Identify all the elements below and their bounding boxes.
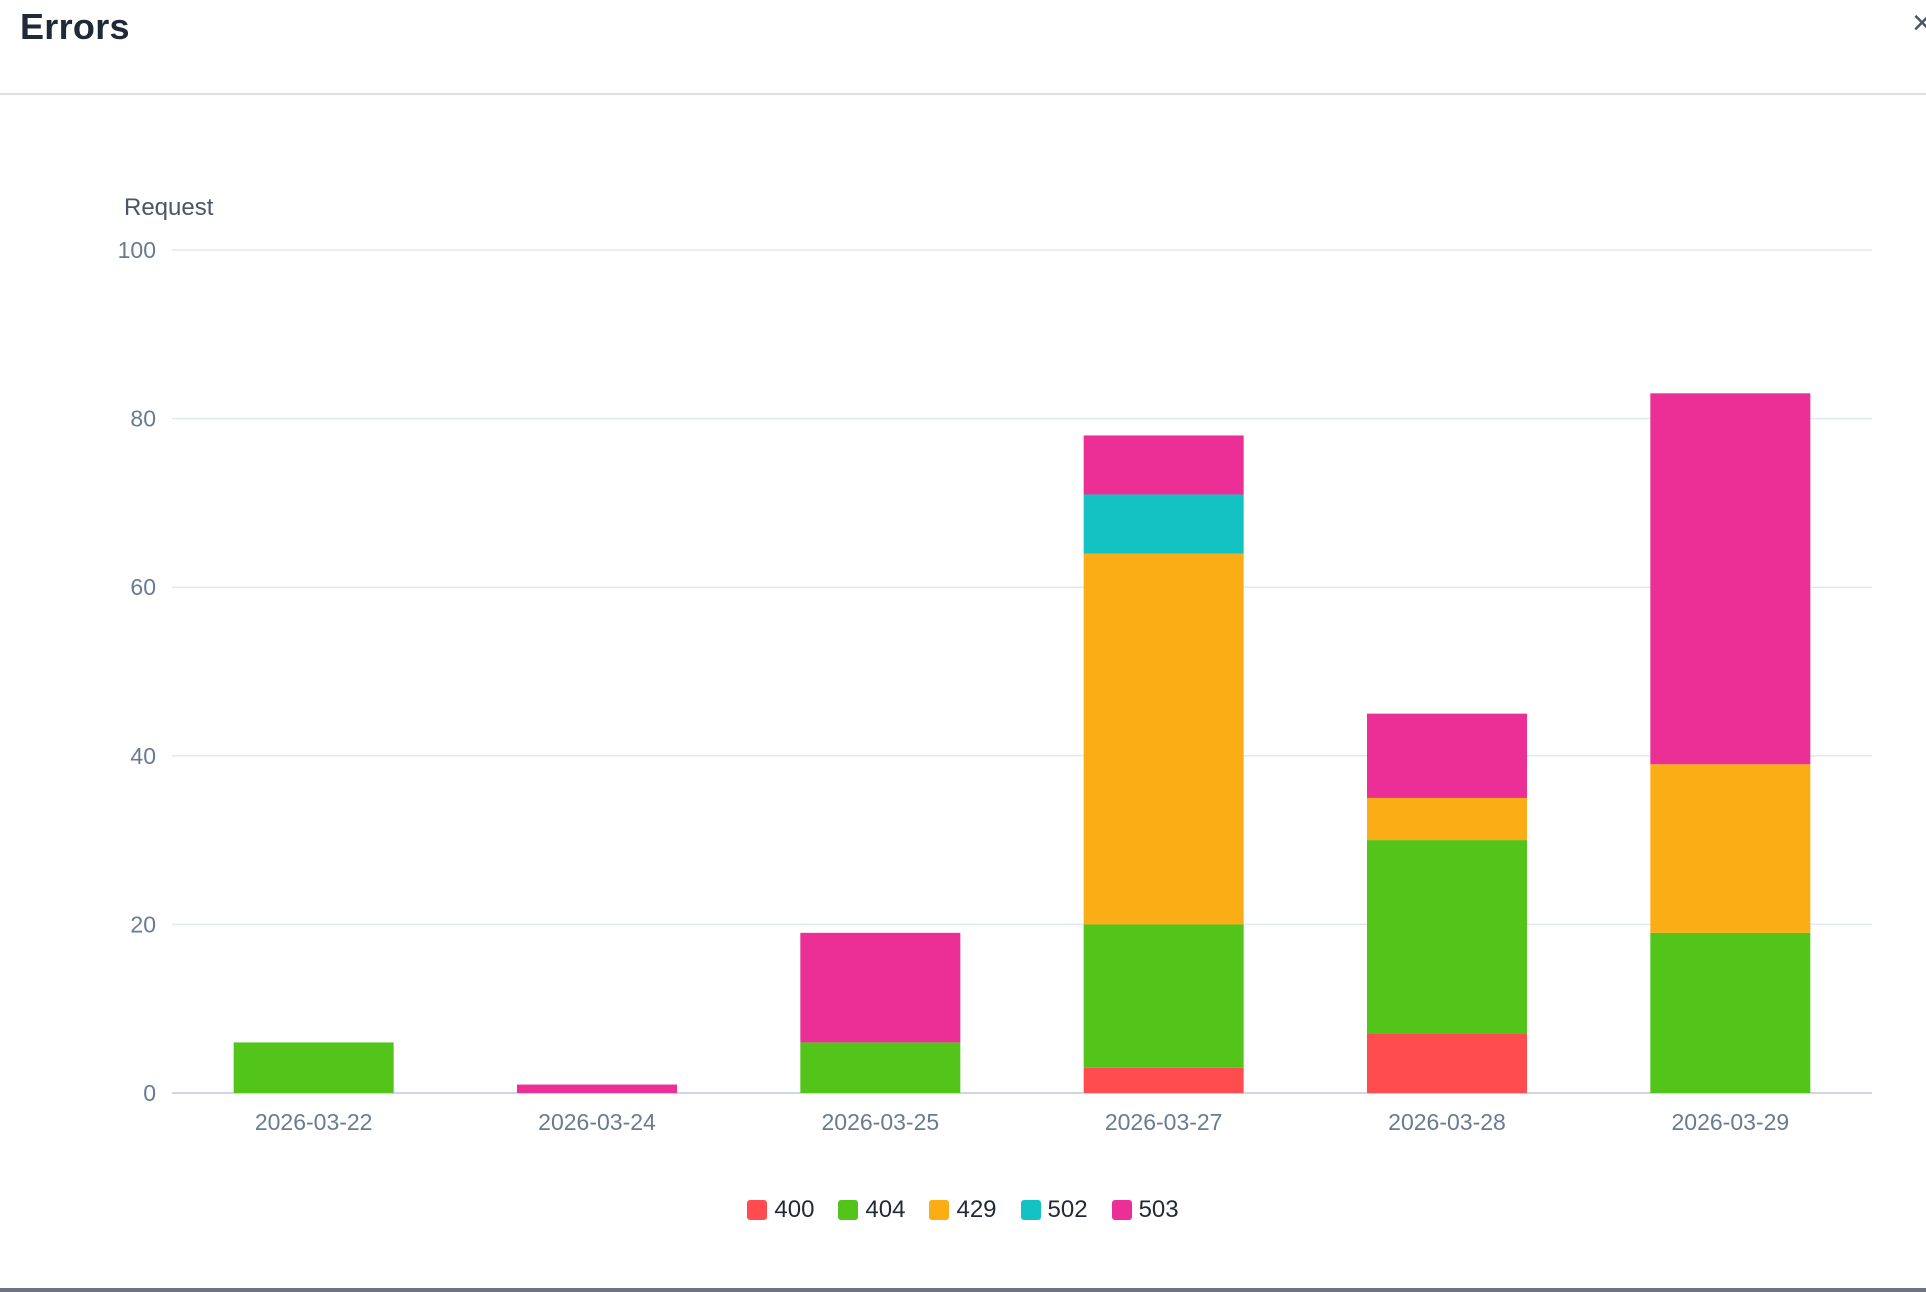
bar-segment-502[interactable] xyxy=(1083,494,1244,554)
y-tick-label: 20 xyxy=(130,911,156,937)
bar-segment-400[interactable] xyxy=(1083,1067,1244,1093)
bar-segment-404[interactable] xyxy=(1367,840,1527,1034)
y-tick-label: 80 xyxy=(130,406,156,432)
x-tick-label: 2026-03-25 xyxy=(822,1109,940,1135)
y-tick-label: 60 xyxy=(130,574,156,600)
legend-swatch xyxy=(929,1200,950,1220)
bar-segment-503[interactable] xyxy=(800,932,961,1043)
y-tick-label: 40 xyxy=(130,743,156,769)
x-tick-label: 2026-03-22 xyxy=(255,1109,373,1135)
legend-swatch xyxy=(1111,1200,1132,1220)
bar-stacks xyxy=(233,393,1811,1093)
bar-segment-503[interactable] xyxy=(1367,713,1527,798)
x-axis-ticks: 2026-03-22 2026-03-24 2026-03-25 2026-03-27… xyxy=(255,1109,1789,1135)
x-tick-label: 2026-03-24 xyxy=(538,1109,656,1135)
panel-bottom-border xyxy=(0,1288,1926,1292)
close-icon[interactable]: × xyxy=(1912,4,1926,42)
legend-label: 404 xyxy=(865,1196,906,1223)
legend-item-503[interactable]: 503 xyxy=(1111,1196,1179,1224)
chart-grid xyxy=(172,249,1872,1094)
bar-segment-429[interactable] xyxy=(1083,553,1244,925)
bar-segment-404[interactable] xyxy=(1650,932,1811,1093)
x-tick-label: 2026-03-28 xyxy=(1388,1109,1506,1135)
legend-label: 502 xyxy=(1047,1196,1088,1223)
legend-swatch xyxy=(838,1200,859,1220)
bar-segment-503[interactable] xyxy=(517,1084,677,1093)
x-tick-label: 2026-03-27 xyxy=(1105,1109,1223,1135)
bar-segment-503[interactable] xyxy=(1083,435,1244,495)
bar-segment-404[interactable] xyxy=(233,1042,394,1093)
bar-segment-429[interactable] xyxy=(1367,797,1527,841)
y-tick-label: 100 xyxy=(118,237,156,263)
legend-item-429[interactable]: 429 xyxy=(929,1196,997,1224)
legend-item-404[interactable]: 404 xyxy=(838,1196,905,1224)
x-tick-label: 2026-03-29 xyxy=(1672,1109,1790,1135)
legend-label: 400 xyxy=(774,1196,815,1223)
bar-segment-404[interactable] xyxy=(800,1042,961,1093)
panel-header: Errors × xyxy=(0,0,1926,95)
legend-swatch xyxy=(747,1200,768,1220)
legend-item-502[interactable]: 502 xyxy=(1020,1196,1088,1224)
bar-segment-429[interactable] xyxy=(1650,764,1811,933)
panel-title: Errors xyxy=(20,6,130,47)
y-axis-ticks: 0 20 40 60 80 100 xyxy=(118,237,156,1106)
legend-label: 503 xyxy=(1138,1196,1179,1223)
legend-item-400[interactable]: 400 xyxy=(747,1196,814,1224)
chart-legend: 400 404 429 502 503 xyxy=(0,1196,1926,1224)
legend-swatch xyxy=(1020,1200,1041,1220)
bar-segment-503[interactable] xyxy=(1650,393,1811,765)
y-axis-label: Request xyxy=(124,194,214,221)
bar-segment-404[interactable] xyxy=(1083,924,1244,1068)
y-tick-label: 0 xyxy=(143,1080,156,1106)
legend-label: 429 xyxy=(956,1196,997,1223)
bar-segment-400[interactable] xyxy=(1367,1033,1527,1093)
